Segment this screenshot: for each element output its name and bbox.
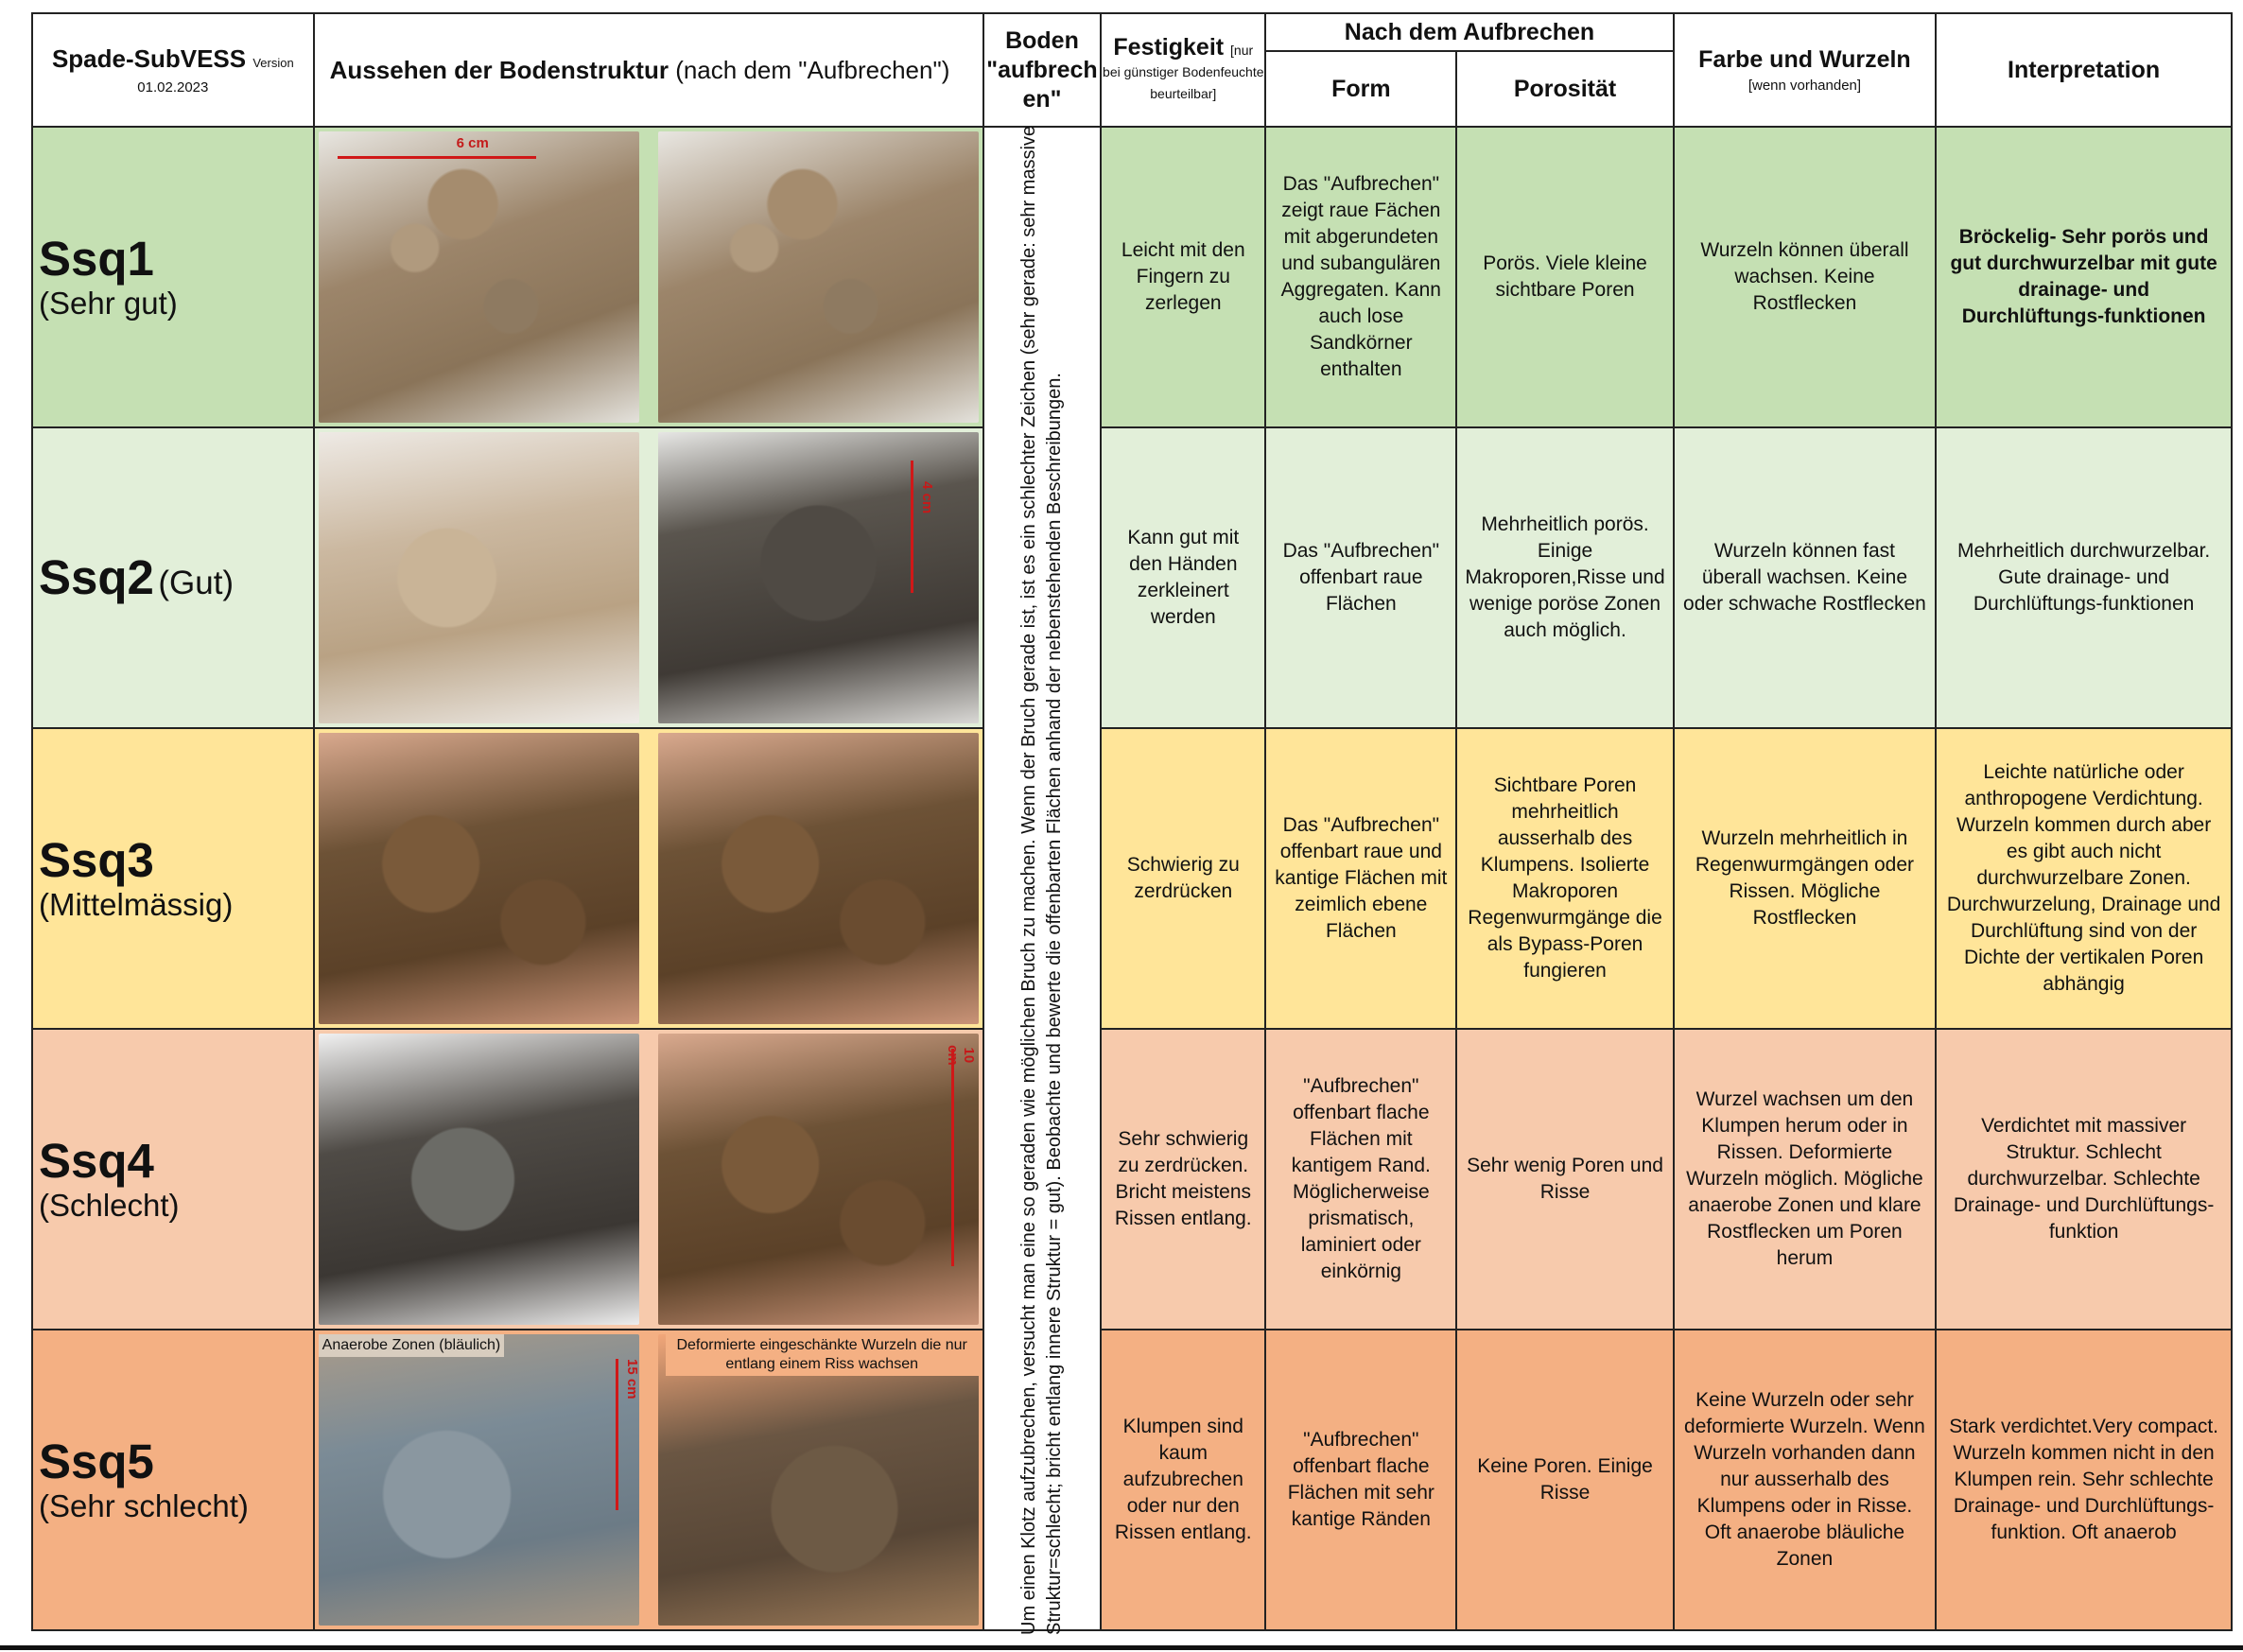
scale-label: 4 cm — [918, 481, 935, 514]
table-row: Ssq2 (Gut) 4 cm Kann gut mit den Händen … — [31, 426, 2233, 729]
photo-cell: 6 cm — [312, 126, 984, 428]
level-cell: Ssq3 (Mittelmässig) — [31, 727, 315, 1030]
level-quality: (Sehr gut) — [39, 286, 178, 321]
level-quality: (Gut) — [158, 565, 235, 601]
form-cell: Das "Aufbrechen" zeigt raue Fächen mit a… — [1264, 126, 1458, 428]
color-roots-cell: Wurzel wachsen um den Klumpen herum oder… — [1672, 1028, 1938, 1330]
porosity-cell: Porös. Viele kleine sichtbare Poren — [1455, 126, 1675, 428]
scale-label: 10 cm — [944, 1045, 977, 1066]
soil-photo — [657, 733, 979, 1024]
scale-bar — [615, 1359, 618, 1510]
photo-cell: 10 cm — [312, 1028, 984, 1330]
soil-photo — [657, 1334, 979, 1626]
color-roots-cell: Wurzeln mehrheitlich in Regenwurmgängen … — [1672, 727, 1938, 1030]
appearance-subtitle: (nach dem "Aufbrechen") — [675, 55, 950, 84]
photo-caption: Deformierte eingeschänkte Wurzeln die nu… — [665, 1334, 979, 1376]
soil-photo — [318, 733, 639, 1024]
form-cell: Das "Aufbrechen" offenbart raue Flächen — [1264, 426, 1458, 729]
appearance-title: Aussehen der Bodenstruktur — [329, 55, 669, 84]
level-code: Ssq2 — [39, 550, 154, 604]
photo-cell — [312, 727, 984, 1030]
porosity-header: Porosität — [1455, 50, 1675, 128]
appearance-header: Aussehen der Bodenstruktur (nach dem "Au… — [312, 12, 984, 128]
firmness-cell: Sehr schwierig zu zerdrücken. Bricht mei… — [1100, 1028, 1267, 1330]
firmness-cell: Leicht mit den Fingern zu zerlegen — [1100, 126, 1267, 428]
level-code: Ssq4 — [39, 1134, 154, 1188]
table-row: Ssq3 (Mittelmässig) Schwierig zu zerdrüc… — [31, 727, 2233, 1030]
photo-caption: Anaerobe Zonen (bläulich) — [318, 1334, 505, 1357]
porosity-cell: Sehr wenig Poren und Risse — [1455, 1028, 1675, 1330]
color-roots-cell: Wurzeln können überall wachsen. Keine Ro… — [1672, 126, 1938, 428]
version-label: Version — [252, 56, 294, 70]
firmness-title: Festigkeit — [1113, 33, 1225, 61]
firmness-cell: Kann gut mit den Händen zerkleinert werd… — [1100, 426, 1267, 729]
soil-photo — [657, 1034, 979, 1325]
firmness-cell: Schwierig zu zerdrücken — [1100, 727, 1267, 1030]
interpretation-cell: Verdichtet mit massiver Struktur. Schlec… — [1935, 1028, 2233, 1330]
scale-label: 15 cm — [623, 1359, 640, 1400]
table-row: Ssq1 (Sehr gut) 6 cm Um einen Klotz aufz… — [31, 126, 2233, 1635]
after-breaking-header: Nach dem Aufbrechen — [1264, 12, 1675, 52]
photo-cell: 4 cm — [312, 426, 984, 729]
soil-photo — [318, 1034, 639, 1325]
firmness-note-1: [nur — [1230, 42, 1254, 58]
scale-bar — [950, 1049, 954, 1266]
instruction-text: Um einen Klotz aufzubrechen, versucht ma… — [1017, 125, 1065, 1635]
soil-photo — [318, 1334, 639, 1626]
level-cell: Ssq5 (Sehr schlecht) — [31, 1329, 315, 1631]
table-title-cell: Spade-SubVESS Version 01.02.2023 — [31, 12, 315, 128]
firmness-cell: Klumpen sind kaum aufzubrechen oder nur … — [1100, 1329, 1267, 1631]
firmness-header: Festigkeit [nur bei günstiger Bodenfeuch… — [1100, 12, 1267, 128]
form-cell: Das "Aufbrechen" offenbart raue und kant… — [1264, 727, 1458, 1030]
form-header: Form — [1264, 50, 1458, 128]
level-quality: (Mittelmässig) — [39, 887, 234, 922]
interpretation-header: Interpretation — [1935, 12, 2233, 128]
level-quality: (Schlecht) — [39, 1188, 180, 1223]
photo-cell: Anaerobe Zonen (bläulich) Deformierte ei… — [312, 1329, 984, 1631]
version-date: 01.02.2023 — [137, 79, 209, 96]
level-code: Ssq3 — [39, 833, 154, 887]
subvess-table: Spade-SubVESS Version 01.02.2023 Aussehe… — [31, 12, 2233, 1635]
level-code: Ssq1 — [39, 232, 154, 286]
soil-photo — [657, 131, 979, 423]
interpretation-cell: Bröckelig- Sehr porös und gut durchwurze… — [1935, 126, 2233, 428]
color-roots-header: Farbe und Wurzeln [wenn vorhanden] — [1672, 12, 1938, 128]
form-cell: "Aufbrechen" offenbart flache Flächen mi… — [1264, 1028, 1458, 1330]
color-roots-note: [wenn vorhanden] — [1747, 78, 1862, 94]
level-code: Ssq5 — [39, 1435, 154, 1488]
interpretation-cell: Stark verdichtet.Very compact. Wurzeln k… — [1935, 1329, 2233, 1631]
color-roots-title: Farbe und Wurzeln — [1698, 46, 1911, 73]
level-cell: Ssq4 (Schlecht) — [31, 1028, 315, 1330]
scale-bar — [910, 461, 913, 593]
break-soil-header: Boden "aufbrech en" — [982, 12, 1103, 128]
table-row: Ssq4 (Schlecht) 10 cm Sehr schwierig zu … — [31, 1028, 2233, 1330]
level-quality: (Sehr schlecht) — [39, 1488, 249, 1523]
form-cell: "Aufbrechen" offenbart flache Flächen mi… — [1264, 1329, 1458, 1631]
interpretation-cell: Leichte natürliche oder anthropogene Ver… — [1935, 727, 2233, 1030]
color-roots-cell: Keine Wurzeln oder sehr deformierte Wurz… — [1672, 1329, 1938, 1631]
soil-photo — [657, 432, 979, 723]
soil-photo — [318, 131, 639, 423]
scale-bar — [337, 156, 536, 159]
soil-photo — [318, 432, 639, 723]
level-cell: Ssq1 (Sehr gut) — [31, 126, 315, 428]
scale-label: 6 cm — [456, 135, 489, 151]
porosity-cell: Mehrheitlich porös. Einige Makroporen,Ri… — [1455, 426, 1675, 729]
table-title: Spade-SubVESS — [51, 44, 247, 73]
porosity-cell: Keine Poren. Einige Risse — [1455, 1329, 1675, 1631]
porosity-cell: Sichtbare Poren mehrheitlich ausserhalb … — [1455, 727, 1675, 1030]
color-roots-cell: Wurzeln können fast überall wachsen. Kei… — [1672, 426, 1938, 729]
firmness-note-2: bei günstiger Bodenfeuchte beurteilbar] — [1103, 63, 1264, 101]
table-row: Ssq5 (Sehr schlecht) Anaerobe Zonen (blä… — [31, 1329, 2233, 1631]
level-cell: Ssq2 (Gut) — [31, 426, 315, 729]
interpretation-cell: Mehrheitlich durchwurzelbar. Gute draina… — [1935, 426, 2233, 729]
bottom-rule — [0, 1645, 2243, 1650]
instruction-cell: Um einen Klotz aufzubrechen, versucht ma… — [982, 126, 1103, 1635]
